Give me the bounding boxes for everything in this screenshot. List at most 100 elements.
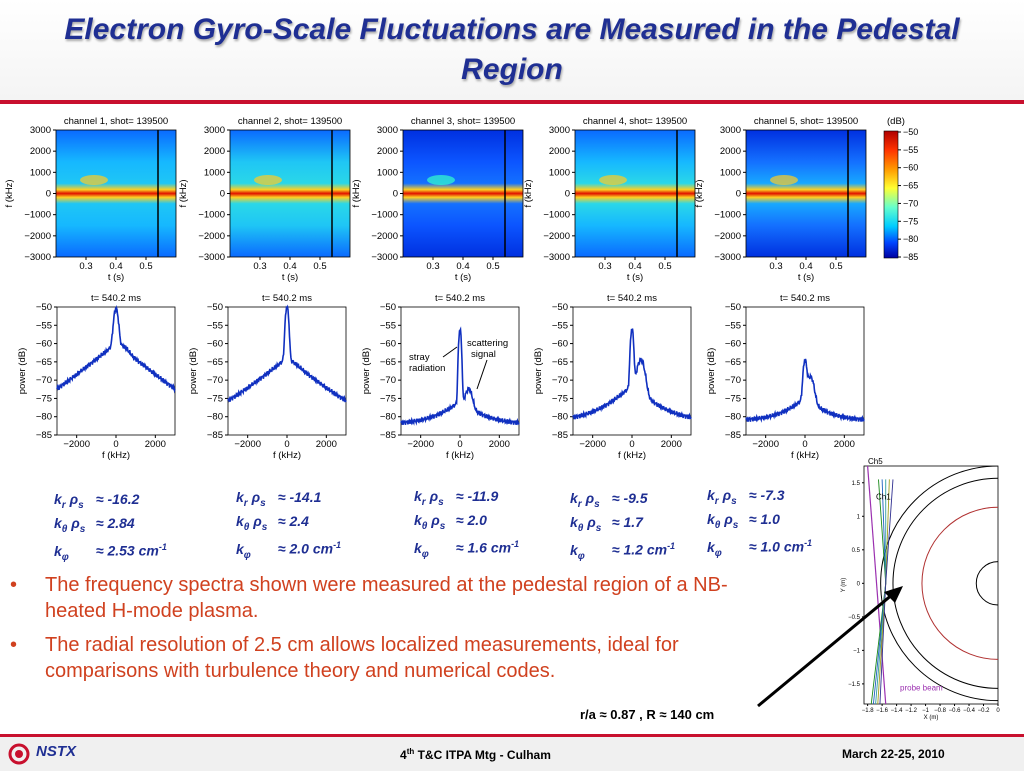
k-label: kθ ρs — [414, 512, 446, 532]
meeting-name: 4th T&C ITPA Mtg - Culham — [400, 747, 551, 762]
x-tick-label: −1.4 — [891, 708, 904, 714]
y-tick-label: −2000 — [543, 231, 570, 242]
y-tick-label: −3000 — [543, 252, 570, 263]
y-tick-label: −1 — [853, 648, 861, 654]
y-tick-label: −3000 — [371, 252, 398, 263]
k-value-row: kr ρs ≈ -7.3 — [707, 483, 812, 507]
meeting-title: T&C ITPA Mtg - Culham — [414, 748, 551, 762]
k-label: kφ — [570, 541, 585, 562]
y-tick-label: 2000 — [377, 146, 398, 157]
k-value-row: kφ ≈ 1.6 cm-1 — [414, 532, 519, 559]
k-value-row: kφ ≈ 2.0 cm-1 — [236, 533, 342, 560]
power-spectrum-panel: t= 540.2 ms −50 −55 −60 −65 −70 −75 −80 −85 −2000… — [361, 293, 520, 461]
y-tick-label: −75 — [552, 393, 568, 404]
meeting-date: March 22-25, 2010 — [842, 747, 945, 761]
x-tick-label: 0 — [284, 439, 289, 450]
spectrum-line — [572, 328, 692, 420]
x-axis-label: t (s) — [455, 272, 471, 283]
x-tick-label: −1 — [922, 708, 930, 714]
scattering-feature — [770, 175, 798, 185]
k-value-row: kφ ≈ 1.0 cm-1 — [707, 531, 812, 558]
colorbar-tick-label: −75 — [903, 216, 918, 226]
x-tick-label: 0.3 — [426, 261, 439, 272]
plot-frame — [745, 306, 865, 436]
x-tick-label: 2000 — [834, 439, 855, 450]
colorbar-tick-label: −80 — [903, 234, 918, 244]
y-tick-label: 1000 — [720, 167, 741, 178]
bullet-text: The radial resolution of 2.5 cm allows l… — [45, 634, 679, 682]
y-tick-label: −60 — [36, 339, 52, 350]
spectrogram-image — [745, 129, 867, 258]
y-tick-label: −60 — [380, 339, 396, 350]
y-tick-label: −2000 — [198, 231, 225, 242]
meeting-ordinal-suffix: th — [406, 747, 415, 756]
x-tick-label: −2000 — [752, 439, 779, 450]
x-tick-label: 0.3 — [769, 261, 782, 272]
k-unit-exponent: -1 — [667, 541, 676, 551]
x-tick-label: 0 — [457, 439, 462, 450]
k-label: kφ — [414, 539, 429, 560]
power-spectrum-panel: t= 540.2 ms −50 −55 −60 −65 −70 −75 −80 −85 −2000… — [706, 293, 865, 461]
y-tick-label: −75 — [380, 393, 396, 404]
k-value-row: kθ ρs ≈ 2.4 — [236, 509, 341, 533]
x-axis-label: f (kHz) — [102, 450, 130, 461]
annotation-text: radiation — [409, 363, 445, 374]
y-tick-label: 3000 — [30, 125, 51, 136]
x-axis-label: f (kHz) — [791, 450, 819, 461]
k-value-row: kθ ρs ≈ 1.7 — [570, 510, 675, 534]
y-tick-label: 0 — [220, 189, 225, 200]
x-tick-label: 0.4 — [283, 261, 296, 272]
k-value: ≈ -7.3 — [745, 487, 785, 503]
spectrogram-panel: channel 4, shot= 139500 3000 2000 1000 0 −100… — [523, 116, 696, 283]
y-tick-label: −85 — [380, 430, 396, 441]
y-tick-label: −65 — [36, 357, 52, 368]
x-tick-label: 0.3 — [253, 261, 266, 272]
k-label: kφ — [707, 538, 722, 559]
annotation-text: Ch1 — [876, 493, 891, 502]
k-value-row: kθ ρs ≈ 2.84 — [54, 511, 167, 535]
x-tick-label: −2000 — [579, 439, 606, 450]
x-tick-label: 2000 — [661, 439, 682, 450]
x-tick-label: −1.6 — [876, 708, 889, 714]
x-tick-label: 0 — [113, 439, 118, 450]
k-value-row: kφ ≈ 1.2 cm-1 — [570, 534, 676, 561]
k-label: kr ρs — [414, 488, 444, 508]
k-value: ≈ 2.0 — [452, 512, 487, 528]
x-tick-label: −1.8 — [862, 708, 875, 714]
k-value: ≈ 1.2 cm — [608, 541, 668, 558]
k-label: kθ ρs — [707, 511, 739, 531]
annotation-text: stray — [409, 352, 430, 363]
k-value-row: kθ ρs ≈ 2.0 — [414, 508, 519, 532]
colorbar-tick-label: −55 — [903, 145, 918, 155]
center-stack — [975, 561, 998, 606]
bullet-list: • The frequency spectra shown were measur… — [10, 572, 770, 692]
spectrum-line — [56, 304, 176, 394]
k-value: ≈ 2.53 cm — [92, 542, 159, 559]
y-axis-label: power (dB) — [17, 348, 28, 394]
spectrogram-title: channel 1, shot= 139500 — [64, 116, 168, 127]
k-unit-exponent: -1 — [333, 540, 342, 550]
y-tick-label: −55 — [552, 320, 568, 331]
power-spectrum-panel: t= 540.2 ms −50 −55 −60 −65 −70 −75 −80 −85 −2000… — [188, 293, 347, 461]
k-label: kr ρs — [570, 490, 600, 510]
footer: NSTX 4th T&C ITPA Mtg - Culham March 22-… — [0, 734, 1024, 771]
y-tick-label: −3000 — [24, 252, 51, 263]
x-tick-label: 2000 — [145, 439, 166, 450]
colorbar-label: (dB) — [887, 116, 905, 127]
y-tick-label: −60 — [552, 339, 568, 350]
y-tick-label: −85 — [207, 430, 223, 441]
nstx-logo-icon — [8, 743, 30, 765]
y-tick-label: −55 — [725, 320, 741, 331]
y-tick-label: 1 — [857, 514, 861, 520]
colorbar-scale — [883, 130, 899, 259]
colorbar-tick-label: −65 — [903, 181, 918, 191]
y-tick-label: 0.5 — [852, 548, 861, 554]
k-values-block: kr ρs ≈ -7.3 kθ ρs ≈ 1.0 kφ ≈ 1.0 cm-1 — [707, 483, 812, 558]
y-tick-label: −65 — [725, 357, 741, 368]
scattering-feature — [599, 175, 627, 185]
y-tick-label: −70 — [380, 375, 396, 386]
k-label: kr ρs — [54, 491, 84, 511]
x-tick-label: −0.8 — [934, 708, 947, 714]
plot-title: t= 540.2 ms — [262, 293, 312, 304]
x-tick-label: 0 — [802, 439, 807, 450]
